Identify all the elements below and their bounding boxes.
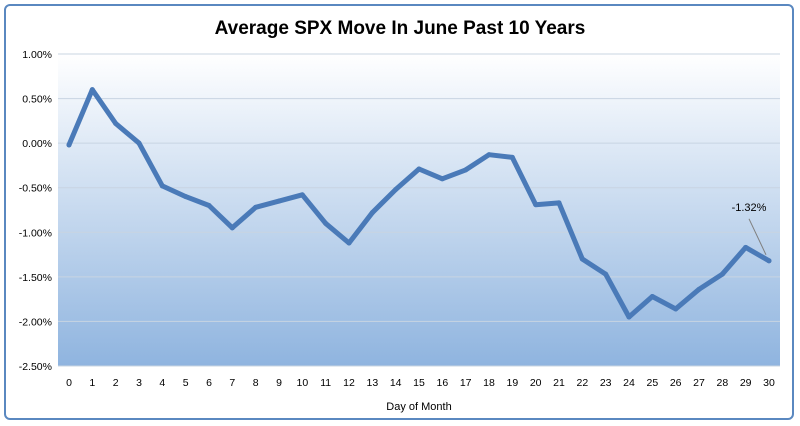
x-tick-label: 29 [740, 377, 752, 389]
data-point [579, 256, 585, 262]
data-point [323, 220, 329, 226]
data-point [229, 225, 235, 231]
x-tick-label: 21 [553, 377, 565, 389]
data-point [649, 293, 655, 299]
y-tick-label: 1.00% [22, 49, 52, 61]
data-point [719, 271, 725, 277]
x-tick-label: 2 [113, 377, 119, 389]
y-tick-label: -2.00% [19, 316, 52, 328]
x-tick-label: 3 [136, 377, 142, 389]
x-tick-label: 6 [206, 377, 212, 389]
data-point [206, 203, 212, 209]
y-tick-label: -1.50% [19, 272, 52, 284]
x-tick-label: 14 [390, 377, 402, 389]
data-point [743, 244, 749, 250]
data-point [66, 142, 72, 148]
x-tick-label: 10 [296, 377, 308, 389]
data-point [276, 198, 282, 204]
data-point [463, 167, 469, 173]
chart-title: Average SPX Move In June Past 10 Years [215, 18, 586, 39]
x-tick-label: 7 [229, 377, 235, 389]
x-tick-label: 0 [66, 377, 72, 389]
x-axis-label: Day of Month [386, 401, 451, 413]
data-point [556, 200, 562, 206]
data-point [183, 194, 189, 200]
x-tick-label: 18 [483, 377, 495, 389]
x-tick-label: 17 [460, 377, 472, 389]
data-point [696, 286, 702, 292]
annotation-leader-line [748, 218, 767, 256]
y-tick-label: 0.00% [22, 138, 52, 150]
data-point [113, 121, 119, 127]
x-tick-label: 5 [183, 377, 189, 389]
x-tick-label: 24 [623, 377, 635, 389]
x-tick-label: 23 [600, 377, 612, 389]
data-point [136, 140, 142, 146]
y-tick-label: -0.50% [19, 183, 52, 195]
data-point [159, 183, 165, 189]
x-tick-label: 27 [693, 377, 705, 389]
x-tick-label: 30 [763, 377, 775, 389]
x-tick-label: 13 [366, 377, 378, 389]
data-point [416, 166, 422, 172]
data-point [393, 186, 399, 192]
y-tick-label: 0.50% [22, 94, 52, 106]
x-tick-label: 28 [716, 377, 728, 389]
data-point [603, 271, 609, 277]
data-point [766, 258, 772, 264]
plot-area [58, 54, 780, 366]
x-tick-label: 22 [576, 377, 588, 389]
data-point [299, 192, 305, 198]
data-point [626, 314, 632, 320]
data-point [439, 176, 445, 182]
x-tick-label: 26 [670, 377, 682, 389]
x-tick-label: 20 [530, 377, 542, 389]
x-tick-label: 15 [413, 377, 425, 389]
data-point [346, 240, 352, 246]
data-point [486, 152, 492, 158]
data-point [533, 202, 539, 208]
data-point [89, 87, 95, 93]
x-tick-label: 11 [320, 377, 331, 389]
data-point [509, 154, 515, 160]
x-tick-label: 1 [89, 377, 95, 389]
x-tick-label: 9 [276, 377, 282, 389]
data-point [673, 306, 679, 312]
x-tick-label: 25 [646, 377, 658, 389]
annotation-label: -1.32% [732, 202, 767, 214]
y-tick-label: -1.00% [19, 227, 52, 239]
data-point [369, 210, 375, 216]
x-tick-label: 8 [253, 377, 259, 389]
data-point [253, 204, 259, 210]
x-tick-label: 16 [436, 377, 448, 389]
x-tick-label: 19 [506, 377, 518, 389]
x-tick-label: 4 [159, 377, 165, 389]
y-tick-label: -2.50% [19, 361, 52, 373]
x-tick-label: 12 [343, 377, 355, 389]
